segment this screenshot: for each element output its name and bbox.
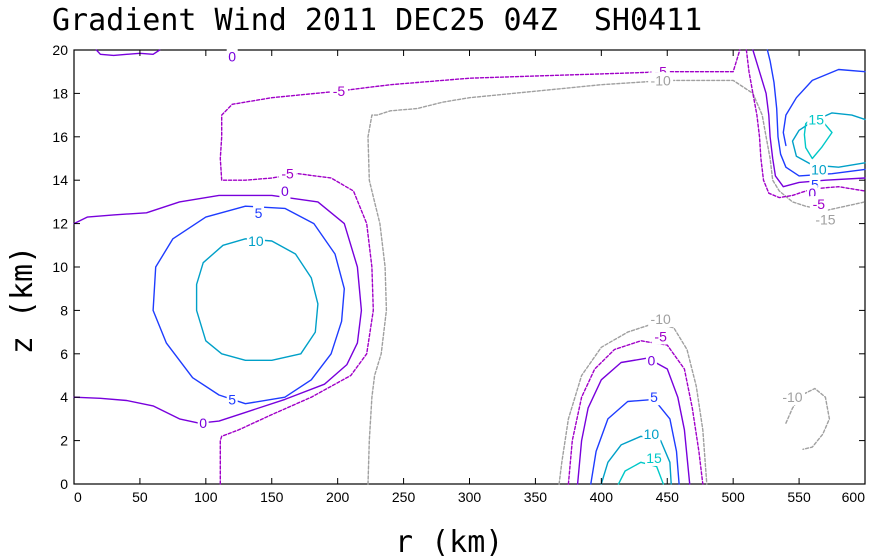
contour-label-background	[648, 72, 674, 89]
contour-label-background	[197, 415, 209, 432]
contour-label: 10	[248, 233, 264, 249]
contour-level-10	[600, 435, 672, 485]
y-tick-label: 18	[52, 85, 68, 101]
contour-label-background	[645, 449, 664, 466]
contour-level-15	[617, 461, 664, 485]
contour-label-background	[809, 196, 828, 213]
y-tick-label: 6	[60, 346, 68, 362]
x-tick-label: 150	[260, 489, 284, 505]
contour-label: -5	[333, 83, 346, 99]
contour-level-0	[73, 194, 363, 424]
x-tick-label: 450	[656, 489, 680, 505]
contour-label-background	[648, 311, 674, 328]
contour-label-background	[278, 165, 297, 182]
contour-level-neg5	[567, 340, 704, 485]
y-tick-label: 4	[60, 389, 68, 405]
y-axis-ticks: 0 2 4 6 8 10 12 14 16 18 20	[52, 42, 865, 492]
contour-label: -15	[815, 211, 835, 227]
x-axis-label: r (km)	[395, 525, 503, 559]
contour-level-neg10	[367, 79, 866, 485]
contour-level-5	[152, 205, 345, 405]
x-tick-label: 250	[392, 489, 416, 505]
contour-label-background	[226, 391, 238, 408]
contour-label: 15	[808, 111, 824, 127]
contour-label: 15	[646, 450, 662, 466]
contour-label-background	[806, 185, 818, 202]
contour-level-0	[95, 49, 161, 57]
contour-label: 5	[255, 205, 263, 221]
y-tick-label: 12	[52, 216, 68, 232]
contour-level-0	[752, 49, 866, 188]
contour-label: 5	[228, 391, 236, 407]
contour-label: -10	[651, 72, 671, 88]
x-tick-label: 400	[590, 489, 614, 505]
contour-level-5	[782, 68, 866, 147]
contour-label-background	[645, 352, 657, 369]
x-tick-label: 100	[194, 489, 218, 505]
contour-label: -10	[651, 311, 671, 327]
contour-label-background	[642, 426, 661, 443]
x-tick-label: 200	[326, 489, 350, 505]
contour-label: -5	[813, 196, 826, 212]
contour-label-background	[279, 183, 291, 200]
contour-label: 0	[228, 49, 236, 65]
plot-area-frame	[73, 49, 866, 485]
contour-label-background	[809, 176, 821, 193]
x-tick-label: 550	[787, 489, 811, 505]
contour-label: 10	[644, 426, 660, 442]
contour-level-0	[576, 357, 691, 485]
contour-label: 10	[811, 161, 827, 177]
x-tick-label: 0	[74, 489, 82, 505]
x-axis-ticks: 0 50 100 150 200 250 300 350 400 450 500 550 600	[73, 50, 866, 505]
contour-level-neg5	[219, 49, 741, 485]
contour-label-background	[779, 389, 805, 406]
x-tick-label: 350	[524, 489, 548, 505]
contour-level-neg10	[558, 322, 708, 485]
contour-label-background	[246, 232, 265, 249]
x-tick-label: 500	[721, 489, 745, 505]
x-tick-label: 600	[842, 489, 866, 505]
contour-label-background	[226, 48, 238, 65]
contour-label-background	[253, 204, 265, 221]
x-tick-label: 300	[458, 489, 482, 505]
contour-label-background	[648, 389, 660, 406]
y-tick-label: 2	[60, 433, 68, 449]
x-tick-label: 50	[132, 489, 148, 505]
contour-label: -10	[782, 389, 802, 405]
chart-title: Gradient Wind 2011 DEC25 04Z SH0411	[52, 3, 702, 38]
contour-label-background	[329, 83, 348, 100]
contour-lines	[73, 49, 866, 485]
contour-label-background	[809, 161, 828, 178]
y-tick-label: 20	[52, 42, 68, 58]
y-tick-label: 14	[52, 172, 68, 188]
contour-labels: 0-5-5-10-5051050-10-5051015151050-5-15-1…	[197, 48, 838, 466]
contour-label: -5	[281, 166, 294, 182]
y-tick-label: 0	[60, 476, 68, 492]
y-axis-label: z (km)	[5, 246, 40, 354]
contour-label: 0	[808, 185, 816, 201]
contour-level-10	[791, 112, 866, 168]
contour-label: 0	[648, 352, 656, 368]
contour-label: 5	[650, 389, 658, 405]
contour-label: -5	[654, 328, 667, 344]
y-tick-label: 16	[52, 129, 68, 145]
y-tick-label: 10	[52, 259, 68, 275]
contour-level-5	[590, 398, 680, 485]
contour-label: 5	[811, 177, 819, 193]
contour-label: 0	[199, 415, 207, 431]
contour-level-10	[195, 238, 319, 361]
contour-label: 0	[281, 183, 289, 199]
contour-label-background	[651, 328, 670, 345]
contour-label-background	[812, 211, 838, 228]
y-tick-label: 8	[60, 302, 68, 318]
contour-label-background	[807, 111, 826, 128]
